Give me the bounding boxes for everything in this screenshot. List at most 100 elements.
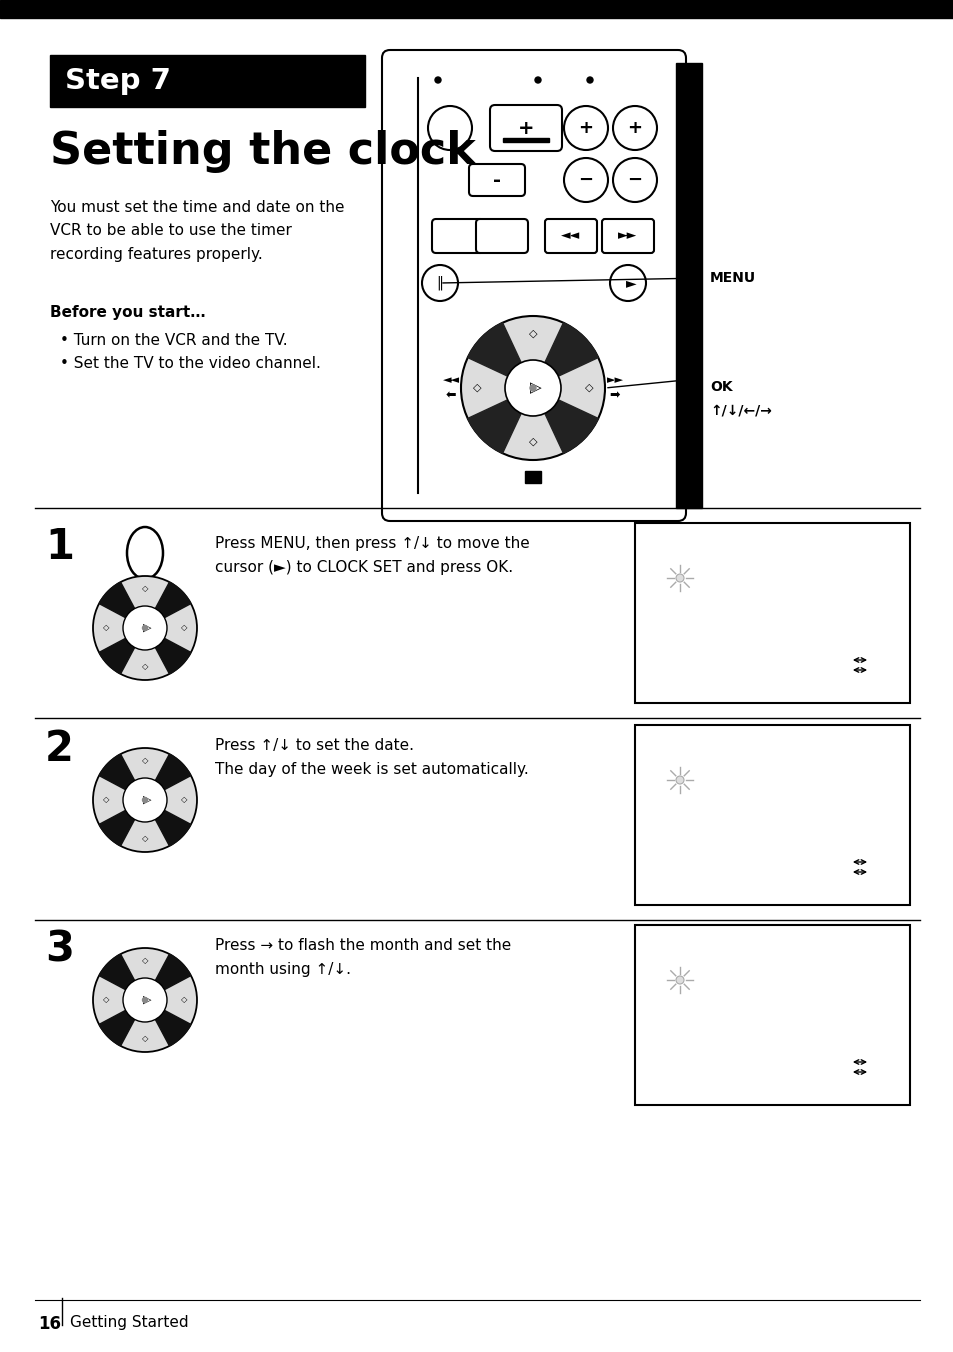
Circle shape [535, 77, 540, 82]
Wedge shape [155, 955, 191, 990]
Text: ▷: ▷ [530, 380, 541, 396]
Text: ◇: ◇ [103, 995, 110, 1005]
Text: OK: OK [709, 380, 732, 393]
Text: 1: 1 [45, 526, 74, 568]
Text: MENU: MENU [709, 270, 756, 285]
Text: +: + [578, 119, 593, 137]
Circle shape [676, 776, 683, 784]
Text: ◇: ◇ [142, 834, 148, 844]
Text: ◇: ◇ [528, 437, 537, 448]
Circle shape [676, 575, 683, 581]
Text: month using ↑/↓.: month using ↑/↓. [214, 963, 351, 977]
Text: +: + [517, 119, 534, 138]
Text: Press → to flash the month and set the: Press → to flash the month and set the [214, 938, 511, 953]
Bar [676, 64, 701, 508]
Wedge shape [467, 323, 520, 376]
Text: ◇: ◇ [142, 1034, 148, 1044]
Circle shape [586, 77, 593, 82]
Bar [635, 725, 909, 904]
Text: Before you start…: Before you start… [50, 306, 206, 320]
Circle shape [142, 626, 148, 630]
Text: ◇: ◇ [180, 995, 187, 1005]
Wedge shape [99, 638, 134, 673]
Text: Getting Started: Getting Started [70, 1315, 189, 1330]
Text: The day of the week is set automatically.: The day of the week is set automatically… [214, 763, 528, 777]
Circle shape [142, 798, 148, 803]
Text: cursor (►) to CLOCK SET and press OK.: cursor (►) to CLOCK SET and press OK. [214, 560, 513, 575]
Circle shape [613, 105, 657, 150]
Text: Press MENU, then press ↑/↓ to move the: Press MENU, then press ↑/↓ to move the [214, 535, 529, 552]
Text: Press ↑/↓ to set the date.: Press ↑/↓ to set the date. [214, 738, 414, 753]
Circle shape [530, 385, 536, 391]
Text: ◇: ◇ [180, 795, 187, 804]
Circle shape [609, 265, 645, 301]
Bar [502, 138, 548, 142]
Text: -: - [493, 170, 500, 189]
Wedge shape [99, 754, 134, 790]
Wedge shape [99, 1010, 134, 1046]
Text: Step 7: Step 7 [65, 68, 171, 95]
Ellipse shape [127, 527, 163, 579]
Text: 2: 2 [45, 727, 73, 771]
Text: ◇: ◇ [142, 757, 148, 765]
Text: ‖: ‖ [436, 276, 443, 291]
Bar [50, 55, 365, 107]
Text: ↑/↓/←/→: ↑/↓/←/→ [709, 403, 771, 416]
Wedge shape [155, 638, 191, 673]
Text: ◇: ◇ [142, 956, 148, 965]
FancyBboxPatch shape [544, 219, 597, 253]
Text: ➡: ➡ [609, 389, 619, 403]
Text: ►►: ►► [618, 230, 637, 242]
Text: ◇: ◇ [103, 795, 110, 804]
Text: ⬅: ⬅ [445, 389, 456, 403]
Bar [635, 925, 909, 1105]
Circle shape [563, 158, 607, 201]
Wedge shape [99, 955, 134, 990]
Text: You must set the time and date on the
VCR to be able to use the timer
recording : You must set the time and date on the VC… [50, 200, 344, 262]
Text: −: − [627, 170, 642, 189]
FancyBboxPatch shape [490, 105, 561, 151]
FancyBboxPatch shape [381, 50, 685, 521]
Text: −: − [578, 170, 593, 189]
Wedge shape [155, 754, 191, 790]
Circle shape [428, 105, 472, 150]
Wedge shape [99, 810, 134, 846]
Circle shape [613, 158, 657, 201]
Wedge shape [544, 400, 598, 453]
FancyBboxPatch shape [476, 219, 527, 253]
Text: ◇: ◇ [180, 623, 187, 633]
FancyBboxPatch shape [469, 164, 524, 196]
Circle shape [460, 316, 604, 460]
Text: ◇: ◇ [142, 584, 148, 594]
Text: • Turn on the VCR and the TV.: • Turn on the VCR and the TV. [60, 333, 287, 347]
Wedge shape [99, 583, 134, 618]
Circle shape [123, 977, 167, 1022]
Text: ◇: ◇ [103, 623, 110, 633]
Text: ►►: ►► [606, 375, 623, 385]
Circle shape [142, 998, 148, 1002]
FancyBboxPatch shape [432, 219, 483, 253]
Circle shape [676, 976, 683, 984]
Circle shape [92, 576, 196, 680]
Text: ◇: ◇ [584, 383, 593, 393]
Circle shape [563, 105, 607, 150]
Circle shape [123, 606, 167, 650]
Text: ◇: ◇ [528, 329, 537, 339]
Text: ◇: ◇ [142, 662, 148, 672]
Wedge shape [467, 400, 520, 453]
Text: ▷: ▷ [143, 623, 152, 633]
Circle shape [92, 748, 196, 852]
Text: +: + [627, 119, 641, 137]
Circle shape [435, 77, 440, 82]
Circle shape [421, 265, 457, 301]
Text: 3: 3 [45, 927, 74, 969]
Wedge shape [155, 1010, 191, 1046]
Circle shape [92, 948, 196, 1052]
Circle shape [123, 777, 167, 822]
Circle shape [504, 360, 560, 416]
Bar [635, 523, 909, 703]
Text: 16: 16 [38, 1315, 61, 1333]
Wedge shape [544, 323, 598, 376]
Text: ◇: ◇ [473, 383, 480, 393]
Text: • Set the TV to the video channel.: • Set the TV to the video channel. [60, 356, 320, 370]
